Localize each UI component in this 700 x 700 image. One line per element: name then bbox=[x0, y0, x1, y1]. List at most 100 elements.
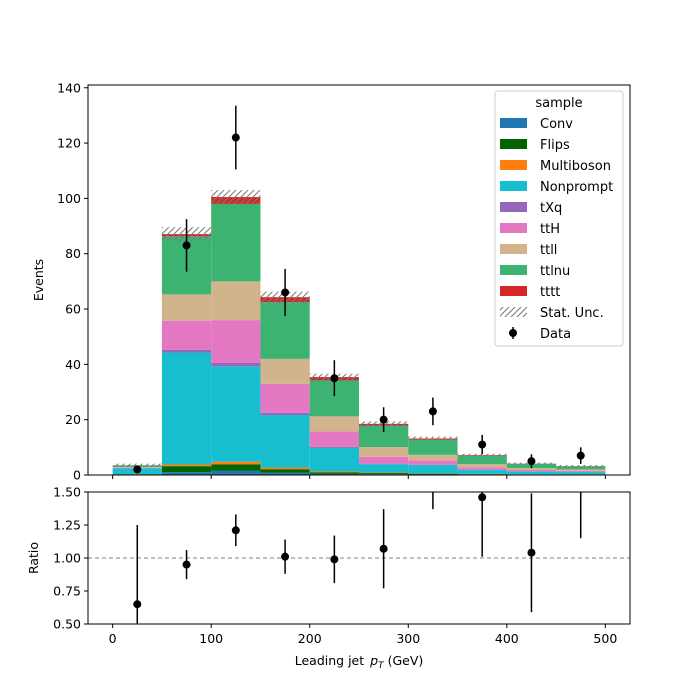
bar-ttlnu-bin-7 bbox=[457, 455, 507, 465]
ratio-y-tick-label: 0.75 bbox=[53, 584, 81, 599]
bar-txq-bin-5 bbox=[359, 463, 409, 465]
bar-conv-bin-1 bbox=[161, 472, 212, 475]
bar-ttlnu-bin-5 bbox=[359, 425, 409, 448]
legend-swatch-conv bbox=[500, 118, 527, 128]
bar-tth-bin-6 bbox=[408, 460, 458, 465]
legend-label-tttt: tttt bbox=[540, 285, 560, 300]
bar-ttll-bin-2 bbox=[211, 281, 261, 321]
bar-ttll-bin-3 bbox=[260, 358, 310, 384]
legend: sample Conv Flips Multiboson Nonprompt tXq tt… bbox=[494, 90, 624, 347]
legend-swatch-multiboson bbox=[500, 160, 527, 170]
x-tick-label: 300 bbox=[396, 631, 420, 646]
bar-conv-bin-4 bbox=[309, 473, 359, 475]
ratio-point-1 bbox=[182, 560, 191, 569]
bar-ttll-bin-7 bbox=[457, 464, 507, 468]
stat-unc-bin-7 bbox=[457, 453, 507, 457]
data-point-7 bbox=[478, 440, 487, 449]
data-point-3 bbox=[281, 288, 290, 297]
bar-tth-bin-7 bbox=[457, 467, 507, 470]
legend-swatch-ttll bbox=[500, 244, 527, 254]
legend-label-stat-unc: Stat. Unc. bbox=[540, 306, 604, 321]
bar-nonprompt-bin-5 bbox=[359, 464, 409, 473]
bar-ttlnu-bin-2 bbox=[211, 203, 261, 282]
x-axis-label-var: p bbox=[369, 653, 378, 668]
legend-label-conv: Conv bbox=[540, 117, 573, 132]
legend-label-tth: ttH bbox=[540, 222, 560, 237]
legend-swatch-tth bbox=[500, 223, 527, 233]
bar-conv-bin-2 bbox=[211, 470, 261, 475]
legend-label-flips: Flips bbox=[540, 138, 570, 153]
main-y-tick-label: 60 bbox=[65, 302, 81, 317]
x-tick-label: 100 bbox=[199, 631, 223, 646]
bar-ttll-bin-9 bbox=[556, 469, 606, 471]
bar-tth-bin-1 bbox=[161, 320, 212, 350]
bar-ttll-bin-6 bbox=[408, 454, 458, 461]
main-y-ticks: 0 20 40 60 80 100 120 140 bbox=[57, 80, 88, 483]
x-axis-label: Leading jet pT (GeV) bbox=[295, 653, 424, 671]
ratio-y-tick-label: 1.00 bbox=[53, 551, 81, 566]
data-point-8 bbox=[527, 457, 536, 466]
ratio-point-7 bbox=[478, 493, 487, 502]
main-x-ticks bbox=[112, 475, 606, 479]
bar-ttlnu-bin-6 bbox=[408, 439, 458, 455]
legend-swatch-nonprompt bbox=[500, 181, 527, 191]
bar-ttlnu-bin-9 bbox=[556, 466, 606, 470]
data-point-5 bbox=[379, 415, 388, 424]
data-point-1 bbox=[182, 241, 191, 250]
bar-nonprompt-bin-4 bbox=[309, 447, 359, 472]
ratio-x-ticks: 0 100 200 300 400 500 bbox=[109, 624, 617, 646]
ratio-point-4 bbox=[330, 555, 339, 564]
ratio-point-0 bbox=[133, 600, 142, 609]
bar-nonprompt-bin-6 bbox=[408, 465, 458, 474]
ratio-panel: 0.50 0.75 1.00 1.25 1.50 0 100 200 300 400 500 Ra… bbox=[26, 485, 631, 646]
legend-items: Conv Flips Multiboson Nonprompt tXq ttH ttll tt… bbox=[500, 117, 613, 342]
main-y-tick-label: 20 bbox=[65, 412, 81, 427]
bar-nonprompt-bin-1 bbox=[161, 352, 212, 465]
data-point-9 bbox=[576, 451, 585, 460]
data-point-0 bbox=[133, 465, 142, 474]
bar-conv-bin-3 bbox=[260, 472, 310, 475]
ratio-y-tick-label: 0.50 bbox=[53, 617, 81, 632]
bar-flips-bin-6 bbox=[408, 473, 458, 475]
bar-tth-bin-5 bbox=[359, 456, 409, 464]
x-axis-label-sub: T bbox=[378, 661, 385, 671]
bar-tth-bin-9 bbox=[556, 470, 606, 472]
bar-flips-bin-3 bbox=[260, 469, 310, 473]
bar-txq-bin-4 bbox=[309, 446, 359, 448]
legend-swatch-tttt bbox=[500, 286, 527, 296]
stat-unc-bin-6 bbox=[408, 436, 458, 441]
bar-nonprompt-bin-3 bbox=[260, 414, 310, 468]
bar-nonprompt-bin-8 bbox=[506, 471, 557, 475]
ratio-points bbox=[133, 492, 582, 624]
bar-multiboson-bin-4 bbox=[309, 471, 359, 473]
x-tick-label: 200 bbox=[298, 631, 322, 646]
legend-label-multiboson: Multiboson bbox=[540, 159, 611, 174]
main-y-tick-label: 0 bbox=[73, 468, 81, 483]
bar-txq-bin-1 bbox=[161, 349, 212, 353]
ratio-point-5 bbox=[379, 544, 388, 553]
bar-flips-bin-4 bbox=[309, 472, 359, 474]
stat-unc-bin-0 bbox=[112, 463, 162, 467]
bar-ttll-bin-8 bbox=[506, 468, 557, 471]
legend-swatch-ttlnu bbox=[500, 265, 527, 275]
bar-flips-bin-7 bbox=[457, 474, 507, 475]
ratio-y-ticks: 0.50 0.75 1.00 1.25 1.50 bbox=[53, 485, 88, 632]
main-y-tick-label: 140 bbox=[57, 80, 81, 95]
bar-ttll-bin-5 bbox=[359, 447, 409, 457]
x-tick-label: 0 bbox=[109, 631, 117, 646]
data-point-4 bbox=[330, 374, 339, 383]
main-panel: 0 20 40 60 80 100 120 140 Events bbox=[31, 80, 631, 483]
data-points bbox=[133, 105, 585, 474]
bar-tth-bin-8 bbox=[506, 470, 557, 472]
bar-nonprompt-bin-9 bbox=[556, 472, 606, 475]
legend-title: sample bbox=[535, 96, 582, 111]
legend-label-data: Data bbox=[540, 327, 571, 342]
ratio-point-3 bbox=[281, 552, 290, 561]
ratio-point-8 bbox=[527, 548, 536, 557]
main-plot-frame bbox=[87, 84, 631, 476]
legend-label-nonprompt: Nonprompt bbox=[540, 180, 613, 195]
bar-txq-bin-3 bbox=[260, 412, 310, 415]
ratio-y-tick-label: 1.50 bbox=[53, 485, 81, 500]
data-point-2 bbox=[231, 133, 240, 142]
bar-multiboson-bin-2 bbox=[211, 461, 261, 465]
